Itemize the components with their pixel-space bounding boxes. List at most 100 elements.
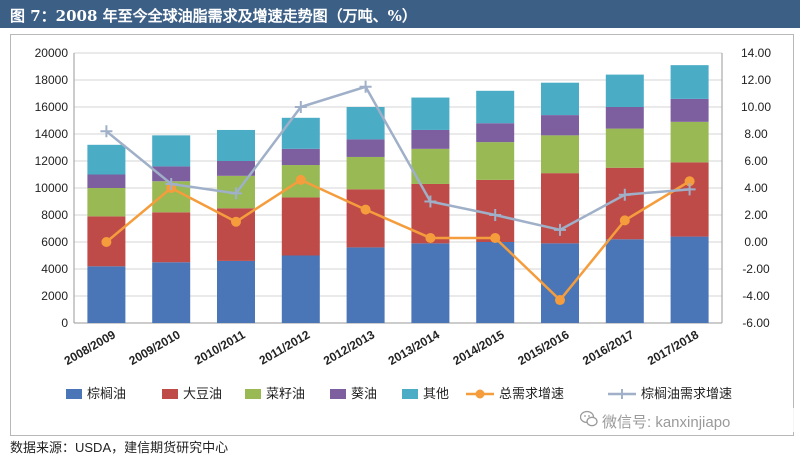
x-tick-label: 2012/2013	[321, 327, 377, 368]
legend-label: 棕榈油需求增速	[641, 386, 732, 401]
line-point	[359, 80, 372, 93]
chart-title-bar: 图 7：2008 年至今全球油脂需求及增速走势图（万吨、%）	[0, 0, 800, 28]
wechat-icon	[580, 410, 598, 427]
line-point	[554, 223, 566, 236]
bar-segment	[281, 148, 320, 166]
x-tick-label: 2016/2017	[580, 327, 636, 368]
bar-segment	[152, 212, 191, 263]
y-right-tick-label: 8.00	[744, 127, 768, 141]
bar-segment	[346, 107, 385, 140]
legend-label: 其他	[423, 386, 449, 401]
y-left-tick-label: 14000	[35, 127, 69, 141]
bar-segment	[411, 243, 450, 323]
bar-segment	[217, 129, 255, 161]
bar-segment	[281, 255, 320, 323]
chart-frame	[10, 34, 794, 436]
bar-segment	[346, 139, 385, 157]
y-right-tick-label: 0.00	[744, 235, 768, 249]
bar-segment	[411, 97, 450, 130]
series-line	[105, 178, 691, 302]
bar-segment	[217, 161, 255, 176]
y-left-tick-label: 8000	[41, 208, 68, 222]
bar-segment	[476, 90, 515, 124]
legend-swatch	[66, 389, 82, 399]
line-point	[490, 232, 501, 243]
line-point	[618, 188, 631, 201]
legend-swatch	[402, 389, 418, 399]
series-line	[105, 85, 690, 232]
wechat-watermark: 微信号: kanxinjiapo	[574, 408, 796, 432]
line-point	[424, 195, 437, 208]
bar-segment	[670, 65, 709, 99]
line-point	[555, 295, 565, 306]
x-tick-label: 2010/2011	[192, 327, 248, 367]
line-point	[360, 204, 371, 215]
y-left-tick-label: 6000	[41, 235, 68, 249]
line-point	[489, 209, 502, 221]
line-point	[101, 237, 112, 247]
bar-segment	[281, 117, 320, 149]
legend-label: 葵油	[351, 386, 377, 401]
y-right-tick-label: -6.00	[742, 316, 770, 330]
bar-segment	[281, 197, 320, 256]
y-left-tick-label: 20000	[35, 46, 69, 60]
bar-segment	[346, 189, 385, 248]
bar-segment	[605, 74, 644, 107]
bar-segment	[605, 167, 644, 240]
bar-segment	[87, 188, 126, 217]
line-point	[295, 174, 306, 185]
legend-label: 棕榈油	[87, 386, 126, 401]
bar-segment	[541, 115, 579, 136]
legend-marker	[475, 389, 485, 399]
bar-segment	[411, 129, 450, 149]
line-point	[684, 176, 695, 187]
bar-segment	[217, 260, 255, 323]
x-tick-label: 2011/2012	[257, 327, 313, 367]
chart-title: 图 7：2008 年至今全球油脂需求及增速走势图（万吨、%）	[10, 7, 417, 25]
y-left-tick-label: 12000	[35, 154, 69, 168]
x-tick-label: 2013/2014	[386, 327, 442, 368]
legend-marker	[617, 389, 627, 399]
legend-swatch	[162, 389, 178, 399]
legend-swatch	[245, 389, 261, 399]
y-right-tick-label: 14.00	[741, 46, 771, 60]
line-point	[425, 232, 436, 243]
legend-swatch	[330, 389, 346, 399]
legend-label: 大豆油	[183, 386, 222, 401]
bar-segment	[152, 135, 191, 167]
x-tick-label: 2017/2018	[645, 327, 701, 368]
bar-segment	[87, 174, 126, 188]
bar-segment	[87, 266, 126, 323]
bar-segment	[346, 156, 385, 190]
line-point	[683, 183, 696, 196]
y-left-tick-label: 0	[61, 316, 68, 330]
y-left-tick-label: 4000	[41, 262, 68, 276]
x-tick-label: 2014/2015	[451, 327, 507, 368]
y-left-tick-label: 18000	[35, 73, 69, 87]
bar-segment	[605, 128, 644, 168]
bar-segment	[670, 121, 709, 163]
line-point	[100, 125, 113, 138]
y-right-tick-label: 12.00	[741, 73, 771, 87]
y-left-tick-label: 10000	[35, 181, 69, 195]
bar-segment	[476, 142, 515, 180]
source-note: 数据来源：USDA，建信期货研究中心	[10, 440, 229, 455]
bar-segment	[541, 135, 579, 174]
bar-segment	[670, 98, 709, 122]
line-point	[294, 101, 307, 113]
wechat-id-text: 微信号: kanxinjiapo	[602, 414, 731, 431]
y-right-tick-label: 10.00	[741, 100, 771, 114]
bar-segment	[541, 82, 579, 116]
y-right-tick-label: 6.00	[744, 154, 768, 168]
bar-segment	[476, 242, 515, 323]
legend-label: 总需求增速	[499, 386, 564, 401]
y-left-tick-label: 2000	[41, 289, 68, 303]
bar-segment	[87, 144, 126, 175]
x-tick-label: 2009/2010	[127, 327, 183, 368]
x-tick-label: 2008/2009	[62, 327, 118, 368]
y-right-tick-label: -2.00	[742, 262, 770, 276]
bar-segment	[670, 162, 709, 237]
bar-segment	[670, 236, 709, 323]
bar-segment	[152, 262, 191, 323]
